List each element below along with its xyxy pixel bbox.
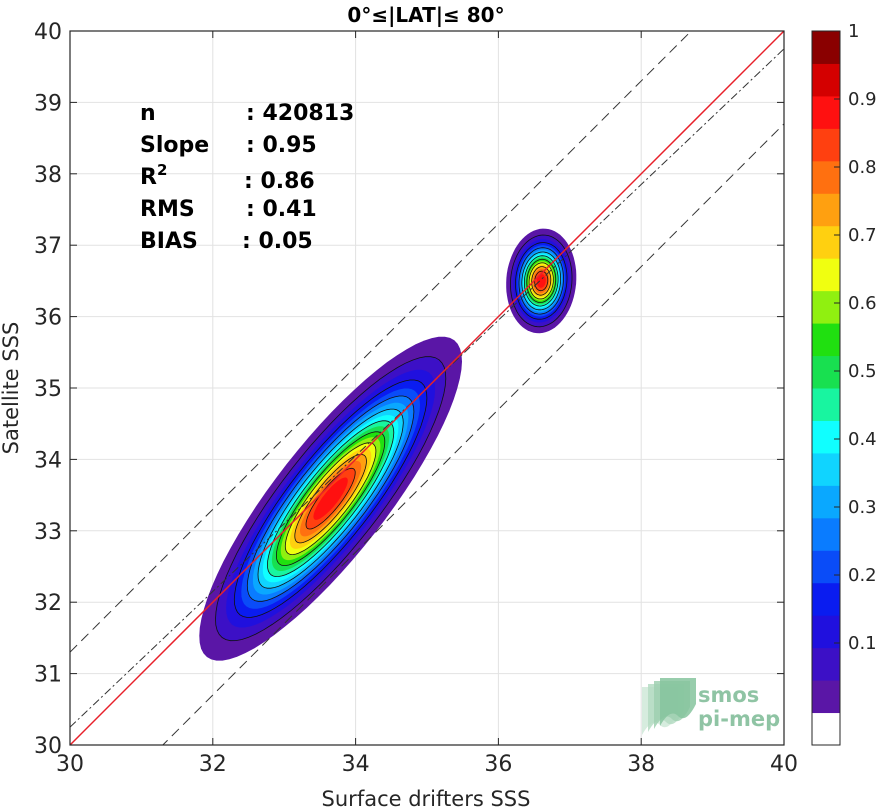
- y-tick-label: 31: [34, 663, 62, 688]
- colorbar-segment: [812, 712, 840, 746]
- colorbar-segment: [812, 31, 840, 64]
- colorbar-segment: [812, 388, 840, 421]
- colorbar-segment: [812, 517, 840, 551]
- colorbar-segment: [812, 582, 840, 616]
- x-tick-label: 36: [484, 752, 512, 777]
- colorbar-segment: [812, 355, 840, 389]
- x-tick-label: 30: [56, 752, 84, 777]
- envelope-line: [162, 123, 784, 745]
- y-tick-label: 38: [34, 163, 62, 188]
- y-tick-label: 30: [34, 734, 62, 759]
- colorbar-segment: [812, 160, 840, 194]
- chart-title: 0°≤|LAT|≤ 80°: [347, 3, 504, 27]
- y-tick-label: 36: [34, 306, 62, 331]
- colorbar-tick-label: 0.7: [848, 225, 877, 246]
- x-tick-label: 40: [770, 752, 798, 777]
- stat-value: : 420813: [246, 101, 354, 126]
- stat-label: BIAS: [140, 229, 198, 254]
- colorbar-segment: [812, 647, 840, 681]
- colorbar-segment: [812, 452, 840, 486]
- colorbar-segment: [812, 290, 840, 324]
- colorbar-tick-label: 0.3: [848, 497, 877, 518]
- logo-text-smos: smos: [698, 683, 759, 707]
- envelope-line: [70, 31, 692, 653]
- stat-value: : 0.95: [246, 133, 317, 158]
- y-tick-label: 37: [34, 234, 62, 259]
- x-tick-label: 32: [199, 752, 227, 777]
- stat-label: n: [140, 101, 156, 126]
- colorbar-frame: [811, 30, 841, 746]
- colorbar: 0.1 0.2 0.3 0.4 0.5 0.6 0.7 0.8 0.9 1: [811, 21, 877, 746]
- colorbar-tick-label: 0.5: [848, 361, 877, 382]
- colorbar-segment: [812, 550, 840, 584]
- colorbar-tick-label: 1: [848, 21, 859, 42]
- x-tick-label: 34: [342, 752, 370, 777]
- y-axis-label: Satellite SSS: [0, 322, 23, 455]
- colorbar-segment: [812, 420, 840, 454]
- y-tick-label: 40: [34, 20, 62, 45]
- logo-wave: [660, 678, 696, 726]
- colorbar-tick-label: 0.1: [848, 633, 877, 654]
- reference-lines: [70, 31, 784, 745]
- colorbar-tick-label: 0.8: [848, 157, 877, 178]
- colorbar-tick-label: 0.6: [848, 293, 877, 314]
- x-axis-label: Surface drifters SSS: [322, 787, 531, 810]
- colorbar-segment: [812, 258, 840, 292]
- y-tick-label: 32: [34, 591, 62, 616]
- plot-area: [69, 30, 785, 746]
- colorbar-segment: [812, 225, 840, 259]
- colorbar-segment: [812, 485, 840, 519]
- x-tick-label: 38: [627, 752, 655, 777]
- y-tick-label: 33: [34, 520, 62, 545]
- stat-value: : 0.41: [246, 197, 317, 222]
- colorbar-tick-label: 0.2: [848, 565, 877, 586]
- stat-value: : 0.86: [244, 169, 315, 194]
- colorbar-segment: [812, 193, 840, 227]
- y-tick-label: 34: [34, 448, 62, 473]
- colorbar-segment: [812, 95, 840, 129]
- one-to-one-line: [70, 31, 784, 745]
- colorbar-tick-label: 0.9: [848, 89, 877, 110]
- colorbar-segment: [812, 323, 840, 357]
- stat-label: RMS: [140, 197, 195, 222]
- axes: 30 32 34 36 38 40 30 31 32 33 34 35 36 37 38 39 40: [34, 20, 798, 777]
- contour-level: [313, 477, 348, 520]
- colorbar-segment: [812, 63, 840, 97]
- colorbar-segment: [812, 128, 840, 162]
- stat-label: Slope: [140, 133, 209, 158]
- y-tick-label: 39: [34, 91, 62, 116]
- colorbar-tick-label: 0.4: [848, 429, 877, 450]
- stat-value: : 0.05: [242, 229, 313, 254]
- y-tick-label: 35: [34, 377, 62, 402]
- logo-text-pimep: pi-mep: [698, 707, 780, 731]
- colorbar-segment: [812, 680, 840, 714]
